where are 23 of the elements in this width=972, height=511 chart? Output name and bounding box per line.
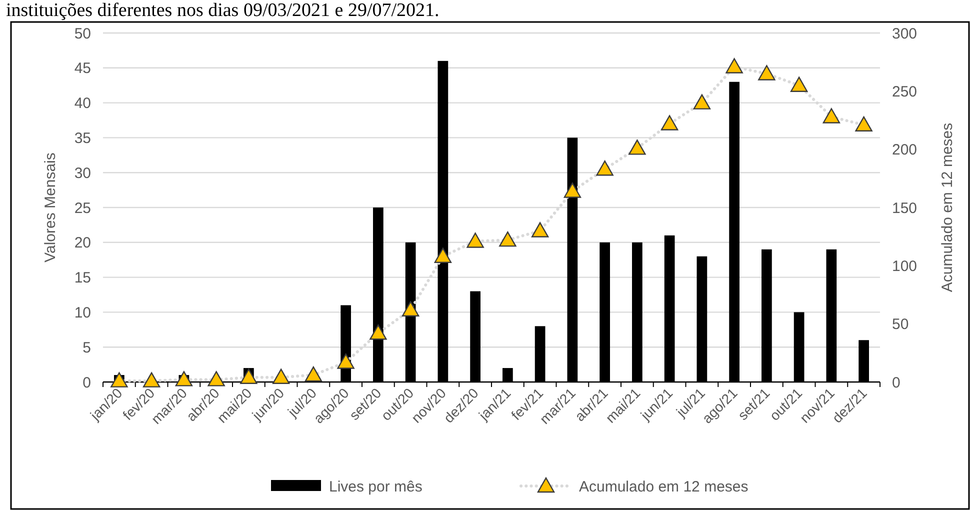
y2-axis-title: Acumulado em 12 meses xyxy=(939,122,956,292)
y-tick-label: 0 xyxy=(82,374,91,392)
y-tick-label: 40 xyxy=(74,95,91,112)
y-tick-label: 25 xyxy=(74,200,91,217)
text: instituições diferentes nos dias 09/03/2021 e 29/07/2021. xyxy=(6,0,440,21)
y-tick-label: 10 xyxy=(74,304,91,322)
y-tick-label: 15 xyxy=(74,270,91,287)
y-tick-label: 45 xyxy=(74,60,91,78)
y-tick-label: 20 xyxy=(74,234,91,252)
legend-label: Acumulado em 12 meses xyxy=(579,478,748,496)
y-tick-label: 50 xyxy=(74,25,91,42)
y-tick-label: 35 xyxy=(74,130,91,147)
y2-tick-label: 250 xyxy=(892,83,918,100)
y-tick-label: 5 xyxy=(82,339,91,356)
y2-tick-label: 150 xyxy=(892,200,918,217)
y2-tick-label: 0 xyxy=(892,374,900,392)
y2-tick-label: 100 xyxy=(892,258,918,275)
y2-tick-label: 50 xyxy=(892,316,909,334)
y-axis-title: Valores Mensais xyxy=(42,152,59,262)
y2-tick-label: 300 xyxy=(892,25,918,42)
y2-tick-label: 200 xyxy=(892,142,918,159)
y-tick-label: 30 xyxy=(74,164,91,182)
legend-label: Lives por mês xyxy=(329,478,422,496)
